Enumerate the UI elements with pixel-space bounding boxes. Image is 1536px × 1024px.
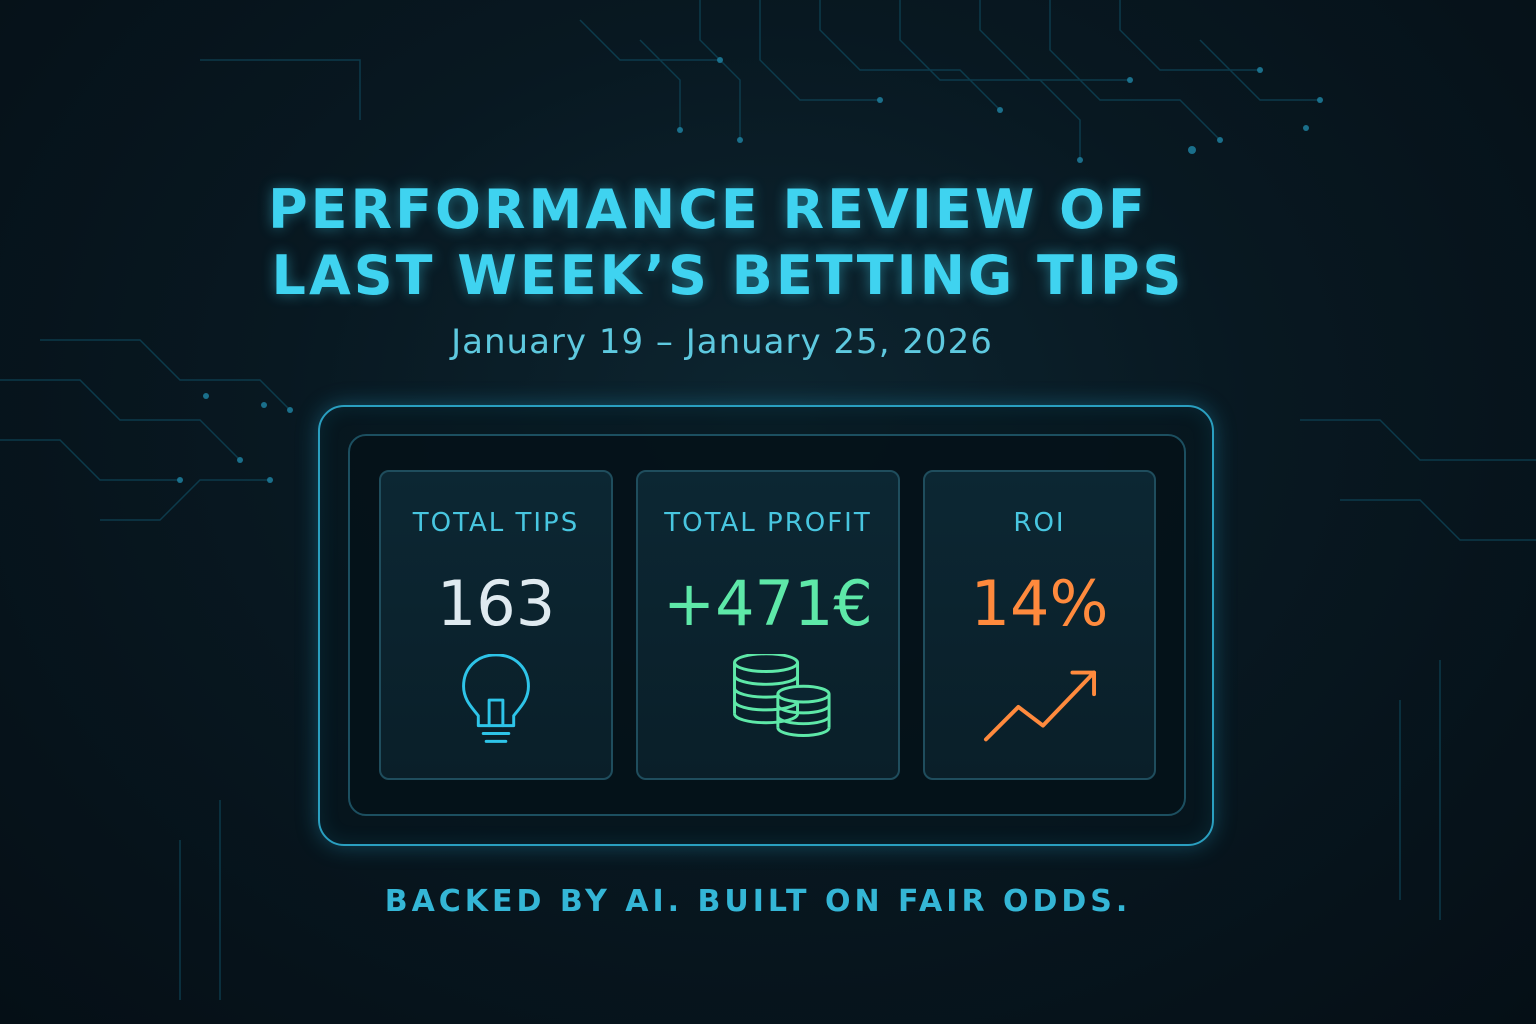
stat-value: 14% <box>970 567 1109 640</box>
stat-card-total-tips: TOTAL TIPS 163 <box>379 470 613 780</box>
stat-value: +471€ <box>663 567 873 640</box>
stat-label: ROI <box>1013 508 1066 538</box>
trending-up-icon <box>983 670 1097 742</box>
tagline: BACKED BY AI. BUILT ON FAIR ODDS. <box>384 884 1132 919</box>
stat-label: TOTAL TIPS <box>412 508 580 538</box>
stat-card-roi: ROI 14% <box>923 470 1156 780</box>
lightbulb-icon <box>462 654 530 743</box>
page-title-line2: LAST WEEK’S BETTING TIPS <box>271 244 1185 307</box>
stat-card-total-profit: TOTAL PROFIT +471€ <box>636 470 900 780</box>
stat-value: 163 <box>436 567 556 640</box>
page-title-line1: PERFORMANCE REVIEW OF <box>268 178 1148 241</box>
coins-icon <box>733 654 831 737</box>
stat-label: TOTAL PROFIT <box>664 508 872 538</box>
date-range: January 19 – January 25, 2026 <box>451 322 993 362</box>
